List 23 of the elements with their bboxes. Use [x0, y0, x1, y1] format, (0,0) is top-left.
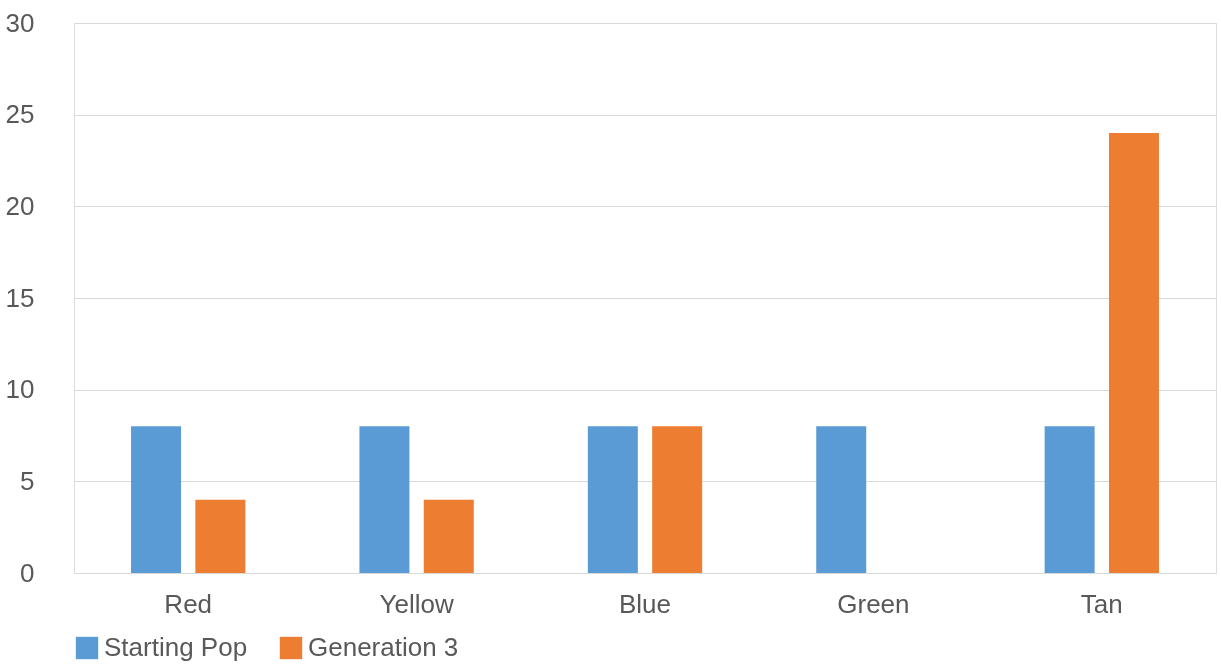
- x-tick-label: Tan: [1080, 588, 1123, 619]
- bar: [1044, 426, 1095, 573]
- legend-label: Generation 3: [308, 632, 459, 662]
- y-tick-label: 0: [20, 557, 35, 588]
- bar: [652, 426, 703, 573]
- y-tick-label: 25: [5, 99, 35, 130]
- x-tick-label: Red: [164, 588, 213, 619]
- y-tick-label: 30: [5, 7, 35, 38]
- y-tick-label: 15: [5, 282, 35, 313]
- y-tick-label: 10: [5, 374, 35, 405]
- y-tick-label: 20: [5, 190, 35, 221]
- y-tick-label: 5: [20, 465, 35, 496]
- bar: [131, 426, 182, 573]
- bar: [359, 426, 410, 573]
- bar: [195, 499, 246, 573]
- x-tick-label: Blue: [618, 588, 672, 619]
- bar: [1108, 133, 1159, 573]
- bar: [423, 499, 474, 573]
- x-tick-label: Green: [837, 588, 910, 619]
- bar: [816, 426, 867, 573]
- bar: [587, 426, 638, 573]
- legend-label: Starting Pop: [104, 632, 248, 662]
- x-tick-label: Yellow: [379, 588, 454, 619]
